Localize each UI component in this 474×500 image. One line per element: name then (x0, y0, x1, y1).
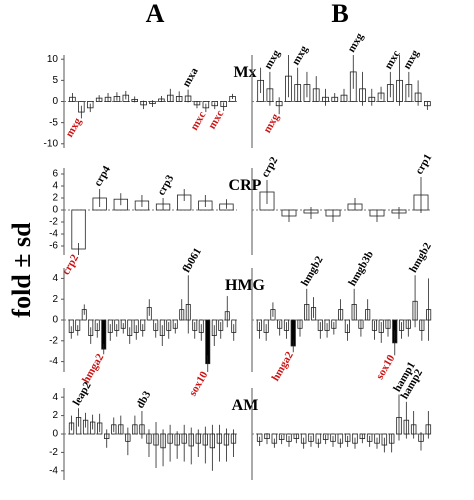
row-title: CRP (229, 177, 262, 194)
y-tick-label: -2 (49, 217, 58, 228)
gene-label: mxa (180, 65, 201, 89)
gene-label: mxg (401, 48, 422, 72)
y-tick-label: 4 (52, 273, 58, 284)
y-tick-label: 2 (52, 410, 58, 421)
gene-label: sox10 (187, 369, 211, 398)
gene-label: db3 (134, 389, 154, 411)
y-tick-label: 2 (52, 294, 58, 305)
y-tick-label: -6 (49, 241, 58, 252)
y-tick-label: -4 (49, 465, 58, 476)
gene-label: hmga2 (80, 351, 107, 385)
gene-label: mxc (188, 109, 208, 132)
row-title: HMG (225, 277, 266, 294)
y-tick-label: 0 (52, 205, 58, 216)
y-tick-label: -2 (49, 447, 58, 458)
y-tick-label: 5 (52, 75, 58, 86)
y-tick-label: 10 (47, 54, 59, 65)
gene-label: fb061 (180, 246, 204, 275)
gene-label: sox10 (374, 352, 398, 381)
gene-label: mxg (261, 111, 282, 135)
gene-label: hmgb3b (346, 249, 376, 288)
gene-label: crp4 (92, 164, 113, 189)
gene-label: mxg (345, 31, 366, 55)
y-tick-label: -5 (49, 117, 58, 128)
gene-label: mxg (262, 48, 283, 72)
gene-label: mxg (63, 115, 84, 139)
panel-label: B (331, 0, 348, 28)
y-tick-label: 4 (52, 392, 58, 403)
y-tick-label: 4 (52, 181, 58, 192)
gene-label: hmga2 (270, 349, 297, 383)
y-tick-label: 0 (52, 96, 58, 107)
gene-label: crp2 (60, 252, 81, 277)
gene-label: crp3 (155, 173, 176, 198)
y-tick-label: 0 (52, 315, 58, 326)
y-tick-label: 6 (52, 169, 58, 180)
panel-label: A (146, 0, 165, 28)
gene-label: crp2 (259, 155, 280, 180)
row-title: AM (232, 397, 259, 414)
y-tick-label: -2 (49, 335, 58, 346)
gene-label: mxg (290, 43, 311, 67)
y-axis-label: fold ± sd (7, 222, 36, 318)
y-tick-label: 0 (52, 429, 58, 440)
gene-label: hmgb2 (299, 254, 326, 288)
row-title: Mx (233, 64, 256, 81)
gene-label: crp1 (413, 152, 434, 177)
y-tick-label: -4 (49, 356, 58, 367)
y-tick-label: -4 (49, 229, 58, 240)
y-tick-label: 2 (52, 193, 58, 204)
gene-label: mxc (206, 108, 226, 131)
gene-label: hmgb2 (407, 240, 434, 274)
y-tick-label: -10 (44, 138, 59, 149)
